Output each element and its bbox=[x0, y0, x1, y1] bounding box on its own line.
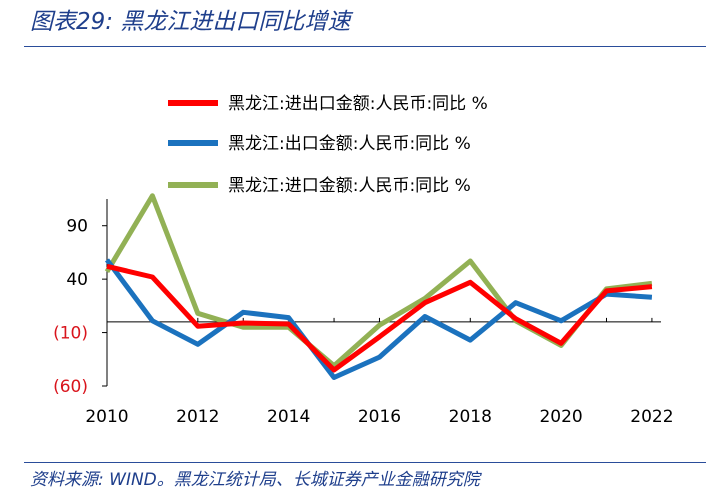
legend: 黑龙江:进出口金额:人民币:同比 % 黑龙江:出口金额:人民币:同比 % 黑龙江:进… bbox=[168, 94, 488, 196]
legend-label-2: 黑龙江:出口金额:人民币:同比 % bbox=[228, 134, 471, 154]
legend-label-1: 黑龙江:进出口金额:人民币:同比 % bbox=[228, 94, 488, 114]
legend-label-3: 黑龙江:进口金额:人民币:同比 % bbox=[228, 176, 471, 196]
source-note: 资料来源: WIND。黑龙江统计局、长城证券产业金融研究院 bbox=[30, 470, 480, 490]
x-axis-ticks: 2010 2012 2014 2016 2018 2020 2022 bbox=[85, 317, 674, 427]
title-divider bbox=[24, 46, 706, 47]
x-tick-label: 2016 bbox=[358, 407, 401, 427]
y-tick-label: (10) bbox=[53, 324, 88, 344]
x-tick-label: 2012 bbox=[176, 407, 219, 427]
series-lines bbox=[104, 193, 653, 380]
x-tick-label: 2020 bbox=[539, 407, 582, 427]
x-tick-label: 2022 bbox=[630, 407, 673, 427]
x-tick-label: 2018 bbox=[449, 407, 492, 427]
y-tick-label: 40 bbox=[66, 270, 88, 290]
series-line-2 bbox=[104, 258, 653, 380]
footer-divider bbox=[24, 462, 706, 463]
figure-title: 图表29: 黑龙江进出口同比增速 bbox=[30, 9, 351, 35]
x-tick-label: 2014 bbox=[267, 407, 310, 427]
series-line-1 bbox=[106, 263, 653, 373]
y-axis-ticks: 90 40 (10) (60) bbox=[53, 217, 107, 397]
y-tick-label: (60) bbox=[53, 377, 88, 397]
x-tick-label: 2010 bbox=[85, 407, 128, 427]
y-tick-label: 90 bbox=[66, 217, 88, 237]
